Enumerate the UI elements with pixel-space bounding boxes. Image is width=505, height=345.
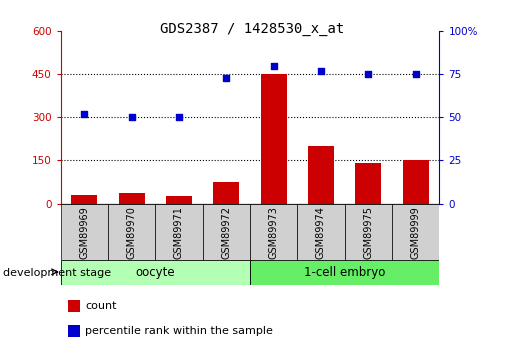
Text: GSM89973: GSM89973 [269, 206, 279, 259]
Bar [108, 204, 156, 260]
Text: percentile rank within the sample: percentile rank within the sample [85, 326, 273, 336]
Bar [250, 260, 439, 285]
Bar [250, 204, 297, 260]
Bar [68, 300, 80, 312]
Bar [345, 204, 392, 260]
Text: GDS2387 / 1428530_x_at: GDS2387 / 1428530_x_at [161, 22, 344, 37]
Text: development stage: development stage [3, 268, 111, 277]
Bar [261, 74, 287, 204]
Bar [71, 195, 97, 204]
Text: GSM89974: GSM89974 [316, 206, 326, 259]
Bar [61, 204, 108, 260]
Point [317, 68, 325, 73]
Text: GSM89969: GSM89969 [79, 206, 89, 258]
Bar [308, 146, 334, 204]
Bar [402, 160, 429, 204]
Point [80, 111, 88, 117]
Bar [297, 204, 345, 260]
Text: GSM89971: GSM89971 [174, 206, 184, 259]
Point [270, 63, 278, 68]
Point [175, 115, 183, 120]
Bar [203, 204, 250, 260]
Text: 1-cell embryo: 1-cell embryo [304, 266, 385, 279]
Point [222, 75, 230, 80]
Text: count: count [85, 301, 117, 311]
Bar [156, 204, 203, 260]
Bar [61, 260, 250, 285]
Point [364, 71, 372, 77]
Bar [356, 163, 381, 204]
Bar [166, 196, 192, 204]
Point [128, 115, 136, 120]
Text: GSM89972: GSM89972 [221, 206, 231, 259]
Text: GSM89970: GSM89970 [127, 206, 137, 259]
Text: GSM89975: GSM89975 [363, 206, 373, 259]
Point [412, 71, 420, 77]
Text: GSM89999: GSM89999 [411, 206, 421, 258]
Bar [213, 182, 239, 204]
Bar [392, 204, 439, 260]
Bar [68, 325, 80, 337]
Bar [119, 194, 144, 204]
Text: oocyte: oocyte [135, 266, 175, 279]
